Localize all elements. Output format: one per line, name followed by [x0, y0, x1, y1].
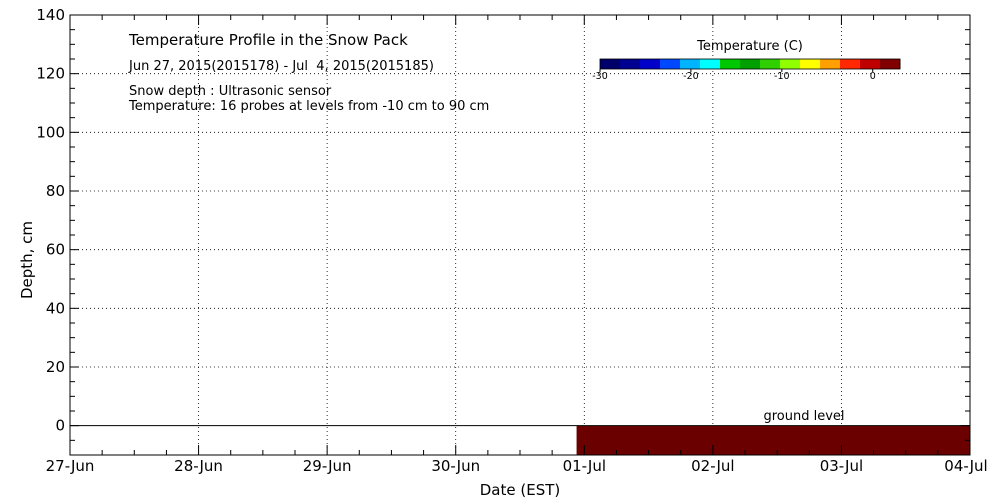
x-tick-label: 02-Jul: [691, 457, 734, 475]
colorbar-swatch: [840, 59, 861, 69]
ground-level-label: ground level: [763, 409, 844, 424]
y-tick-label: 120: [36, 65, 65, 83]
below-ground-temperature-block: [576, 425, 970, 455]
chart-subtitle: Jun 27, 2015(2015178) - Jul 4, 2015(2015…: [128, 59, 434, 74]
x-tick-label: 04-Jul: [944, 457, 987, 475]
note-snow-depth: Snow depth : Ultrasonic sensor: [129, 84, 332, 99]
colorbar-tick-label: 0: [870, 71, 876, 82]
plot-frame: [69, 14, 971, 456]
colorbar-swatch: [860, 59, 881, 69]
chart-title: Temperature Profile in the Snow Pack: [128, 31, 408, 49]
colorbar-swatch: [680, 59, 701, 69]
y-tick-label: 40: [46, 299, 65, 317]
y-tick-label: 20: [46, 358, 65, 376]
y-tick-label: 0: [55, 417, 65, 435]
x-axis-title: Date (EST): [480, 481, 561, 499]
colorbar-swatch: [780, 59, 801, 69]
colorbar-swatch: [600, 59, 621, 69]
colorbar-swatch: [760, 59, 781, 69]
grid-layer: [70, 15, 970, 455]
y-tick-label: 140: [36, 6, 65, 24]
colorbar-swatch: [700, 59, 721, 69]
colorbar-frame: [599, 58, 901, 70]
colorbar-title: Temperature (C): [696, 39, 803, 54]
colorbar-swatch: [620, 59, 641, 69]
y-tick-label: 60: [46, 241, 65, 259]
data-layer: [70, 425, 970, 455]
colorbar-tick-label: -20: [683, 71, 699, 82]
note-temperature-probes: Temperature: 16 probes at levels from -1…: [128, 99, 489, 114]
colorbar-ticks: -30 -20 -10 0: [592, 69, 876, 82]
x-tick-label: 27-Jun: [46, 457, 95, 475]
colorbar-swatch: [660, 59, 681, 69]
colorbar-tick-label: -10: [774, 71, 790, 82]
colorbar-tick-label: -30: [592, 71, 608, 82]
x-tick-label: 28-Jun: [174, 457, 223, 475]
colorbar-swatch: [740, 59, 761, 69]
x-tick-label: 30-Jun: [431, 457, 480, 475]
colorbar-swatch: [800, 59, 821, 69]
axis-layer: 0 20 40 60 80 100 120 140 27-Jun 28-Jun 29-Jun 30-J…: [36, 6, 987, 475]
y-tick-label: 100: [36, 123, 65, 141]
y-axis-title: Depth, cm: [18, 221, 36, 299]
colorbar-swatches: [599, 58, 901, 70]
x-tick-label: 01-Jul: [563, 457, 606, 475]
x-tick-label: 03-Jul: [820, 457, 863, 475]
colorbar-swatch: [720, 59, 741, 69]
x-tick-label: 29-Jun: [303, 457, 352, 475]
y-tick-label: 80: [46, 182, 65, 200]
colorbar-swatch: [820, 59, 841, 69]
colorbar: Temperature (C) -30 -20 -10 0: [592, 39, 901, 82]
colorbar-swatch: [880, 59, 901, 69]
colorbar-swatch: [640, 59, 661, 69]
